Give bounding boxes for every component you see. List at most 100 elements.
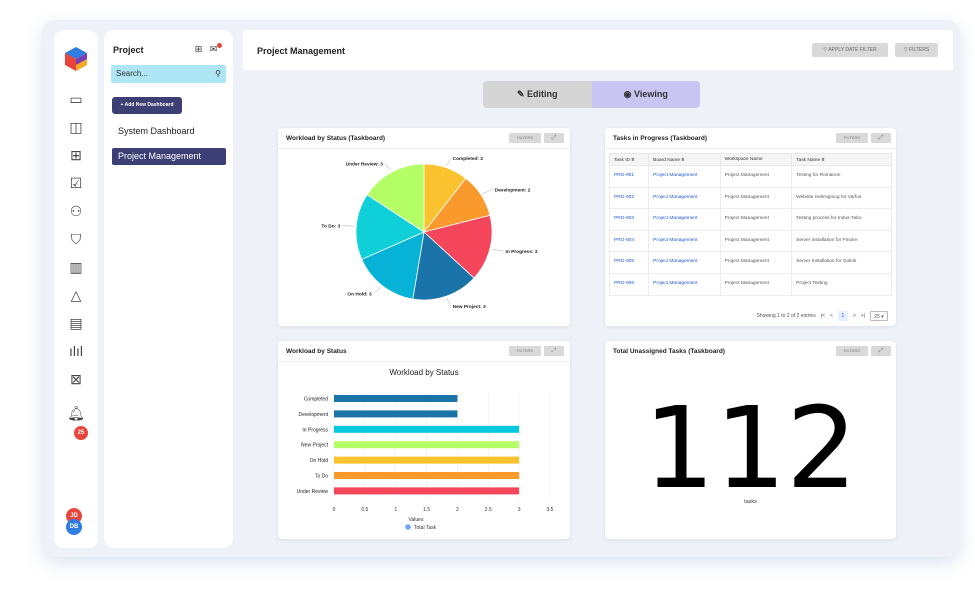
mail-dot [217,43,222,48]
table-row[interactable]: PRO-002 Project Management Project Managem… [608,186,892,210]
book-icon[interactable]: ▥ [69,259,83,275]
notification-badge: 25 [74,426,88,440]
pie-slice[interactable] [412,231,475,301]
add-box-icon[interactable]: ⊞ [194,44,203,54]
drive-add-icon[interactable]: △ [70,287,82,303]
next-page-icon[interactable]: > [852,313,856,319]
bar[interactable] [334,395,458,402]
mail-icon[interactable]: ✉ [209,44,218,54]
col-task-name[interactable]: Task Name ⩧ [791,153,892,166]
filters-label: FILTERS [909,47,930,53]
table-row[interactable]: PRO-005 Project Management Project Managem… [608,251,892,274]
pie-chart: Completed: 2 Development: 2 In Progress: 3… [321,156,537,310]
expand-icon[interactable]: ⤢ [544,133,564,143]
card-filter-button[interactable]: FILTERS [509,133,541,143]
app-logo[interactable] [63,45,89,73]
pie-slice[interactable] [355,194,425,260]
card-title: Tasks in Progress (Taskboard) [613,135,708,142]
bar[interactable] [334,487,520,495]
widgets-icon[interactable]: ⊞ [70,147,82,163]
table-cell[interactable]: PRO-004 [608,229,650,253]
search-input[interactable]: Search... ⚲ [111,65,226,83]
calendar-icon[interactable]: ▤ [69,315,83,331]
legend-label[interactable]: Total Task [414,525,437,531]
card-filter-button[interactable]: FILTERS [509,346,541,356]
dashboard-icon[interactable]: ◫ [69,119,83,135]
table-cell: Server installation for Pinoire [791,229,892,253]
table-cell[interactable]: PRO-006 [608,272,650,296]
table-cell[interactable]: Project Management [648,229,721,253]
table-cell[interactable]: PRO-005 [608,251,650,274]
user-avatar[interactable]: DB [66,519,82,535]
col-workspace-name[interactable]: Workspace Name [719,153,793,166]
x-tick-label: 1.5 [423,507,430,513]
pie-slice[interactable] [361,231,425,300]
table-row[interactable]: PRO-001 Project Management Project Managem… [608,165,892,188]
table-cell[interactable]: Project Management [648,165,721,188]
pie-slice[interactable] [366,163,425,233]
pie-leader-line [342,225,355,227]
card-title: Workload by Status [286,348,347,355]
table-cell[interactable]: Project Management [648,208,721,231]
pie-leader-line [384,163,391,171]
table-row[interactable]: PRO-003 Project Management Project Managem… [608,208,892,231]
sidebar-item-project-management[interactable]: Project Management [112,148,226,165]
apply-date-filter-label: APPLY DATE FILTER [828,47,877,53]
page-size-select[interactable]: 25 ▾ [870,311,888,321]
audio-wave-icon[interactable]: ılıl [69,343,83,359]
legend-marker [405,524,411,530]
calendar-cancel-icon[interactable]: ⊠ [70,371,82,387]
table-cell[interactable]: PRO-001 [608,165,650,188]
table-row[interactable]: PRO-004 Project Management Project Managem… [608,229,892,253]
current-page[interactable]: 1 [837,311,848,321]
analytics-icon[interactable]: ▭ [69,91,83,107]
bar[interactable] [334,456,520,464]
bar[interactable] [334,441,520,449]
viewing-tab[interactable]: ◉ Viewing [591,81,700,108]
editing-label: Editing [527,89,558,99]
clipboard-icon[interactable]: ☑ [69,175,83,191]
unassigned-tasks-card: Total Unassigned Tasks (Taskboard) FILTE… [605,341,896,539]
table-cell: Testing process for Indus-Tabo [791,208,892,231]
table-cell[interactable]: Project Management [648,272,721,296]
table-cell: Website redesigning for Varfus [791,186,892,210]
bar[interactable] [334,425,520,433]
table-cell: Project Management [719,251,793,274]
bar-chart-card: Workload by Status FILTERS ⤢ Workload by… [278,341,570,539]
expand-icon[interactable]: ⤢ [544,346,564,356]
expand-icon[interactable]: ⤢ [871,133,891,143]
prev-page-icon[interactable]: < [829,313,833,319]
security-icon[interactable]: ⛉ [70,231,82,247]
card-filter-button[interactable]: FILTERS [836,346,868,356]
bell-icon[interactable]: 🔔︎ [67,405,85,421]
divider [278,361,570,362]
pie-slice[interactable] [423,214,493,279]
pie-label: To Do: 3 [321,224,340,230]
apply-date-filter-button[interactable]: ▽ APPLY DATE FILTER [812,43,888,57]
table-cell[interactable]: Project Management [648,186,721,210]
bar-chart: Workload by Status 0 0.5 1 1.5 2 2.5 3 3.5 Comple… [297,368,554,531]
add-dashboard-button[interactable]: + Add New Dashboard [112,97,182,114]
filters-button[interactable]: ▽ FILTERS [895,43,938,57]
icon-rail: ▭ ◫ ⊞ ☑ ⚇ ⛉ ▥ △ ▤ ılıl ⊠ 🔔︎ 25 JD DB [54,30,98,548]
bar[interactable] [334,410,458,418]
card-title: Workload by Status (Taskboard) [286,135,386,142]
col-board-name[interactable]: Board Name ⩧ [648,153,721,166]
table-cell[interactable]: PRO-002 [608,186,650,210]
table-cell[interactable]: Project Management [648,251,721,274]
table-cell[interactable]: PRO-003 [608,208,650,231]
team-icon[interactable]: ⚇ [69,203,83,219]
y-tick-label: In Progress [302,427,328,433]
sidebar-item-system-dashboard[interactable]: System Dashboard [118,126,195,136]
editing-tab[interactable]: ✎ Editing [483,81,592,108]
y-tick-label: On Hold [310,458,329,464]
filter-icon: ▽ [903,47,910,53]
expand-icon[interactable]: ⤢ [871,346,891,356]
last-page-icon[interactable]: >| [860,313,865,319]
table-row[interactable]: PRO-006 Project Management Project Managem… [608,272,892,296]
col-task-id[interactable]: Task ID ⩧ [608,153,650,166]
card-filter-button[interactable]: FILTERS [836,133,868,143]
search-placeholder: Search... [116,69,149,78]
bar[interactable] [334,472,520,479]
first-page-icon[interactable]: |< [820,313,825,319]
